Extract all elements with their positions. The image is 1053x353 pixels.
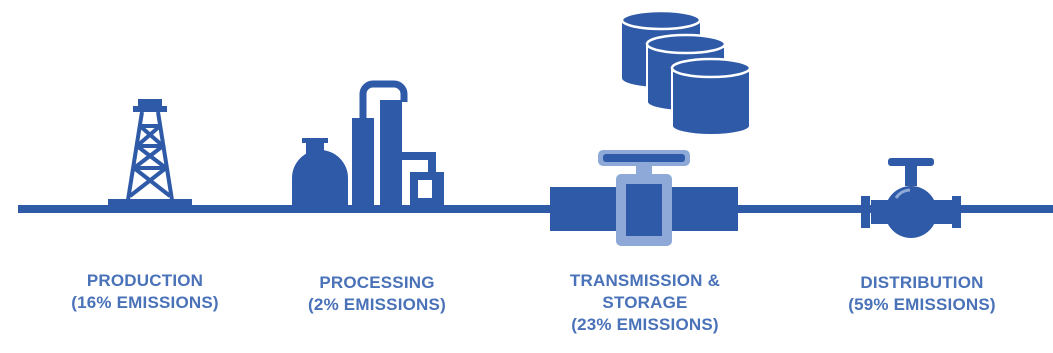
stage-label-transmission: TRANSMISSION & STORAGE (23% EMISSIONS) (520, 270, 770, 336)
stage-emissions: (2% EMISSIONS) (308, 295, 446, 314)
processing-plant-icon (292, 80, 444, 205)
stage-title: PRODUCTION (86, 271, 204, 290)
pipeline-meter-icon (550, 150, 738, 246)
stage-label-processing: PROCESSING (2% EMISSIONS) (262, 272, 492, 316)
oil-derrick-icon (108, 99, 192, 206)
stage-emissions: (16% EMISSIONS) (71, 293, 219, 312)
stage-title: TRANSMISSION & (569, 271, 721, 290)
stage-emissions: (59% EMISSIONS) (848, 295, 996, 314)
stage-label-production: PRODUCTION (16% EMISSIONS) (30, 270, 260, 314)
storage-tanks-icon (620, 9, 752, 136)
gate-valve-icon (861, 158, 961, 238)
stage-title: DISTRIBUTION (860, 273, 984, 292)
pipeline-line (18, 205, 1053, 213)
stage-label-distribution: DISTRIBUTION (59% EMISSIONS) (802, 272, 1042, 316)
stage-emissions: (23% EMISSIONS) (571, 315, 719, 334)
stage-title-line2: STORAGE (602, 293, 688, 312)
stage-title: PROCESSING (319, 273, 435, 292)
